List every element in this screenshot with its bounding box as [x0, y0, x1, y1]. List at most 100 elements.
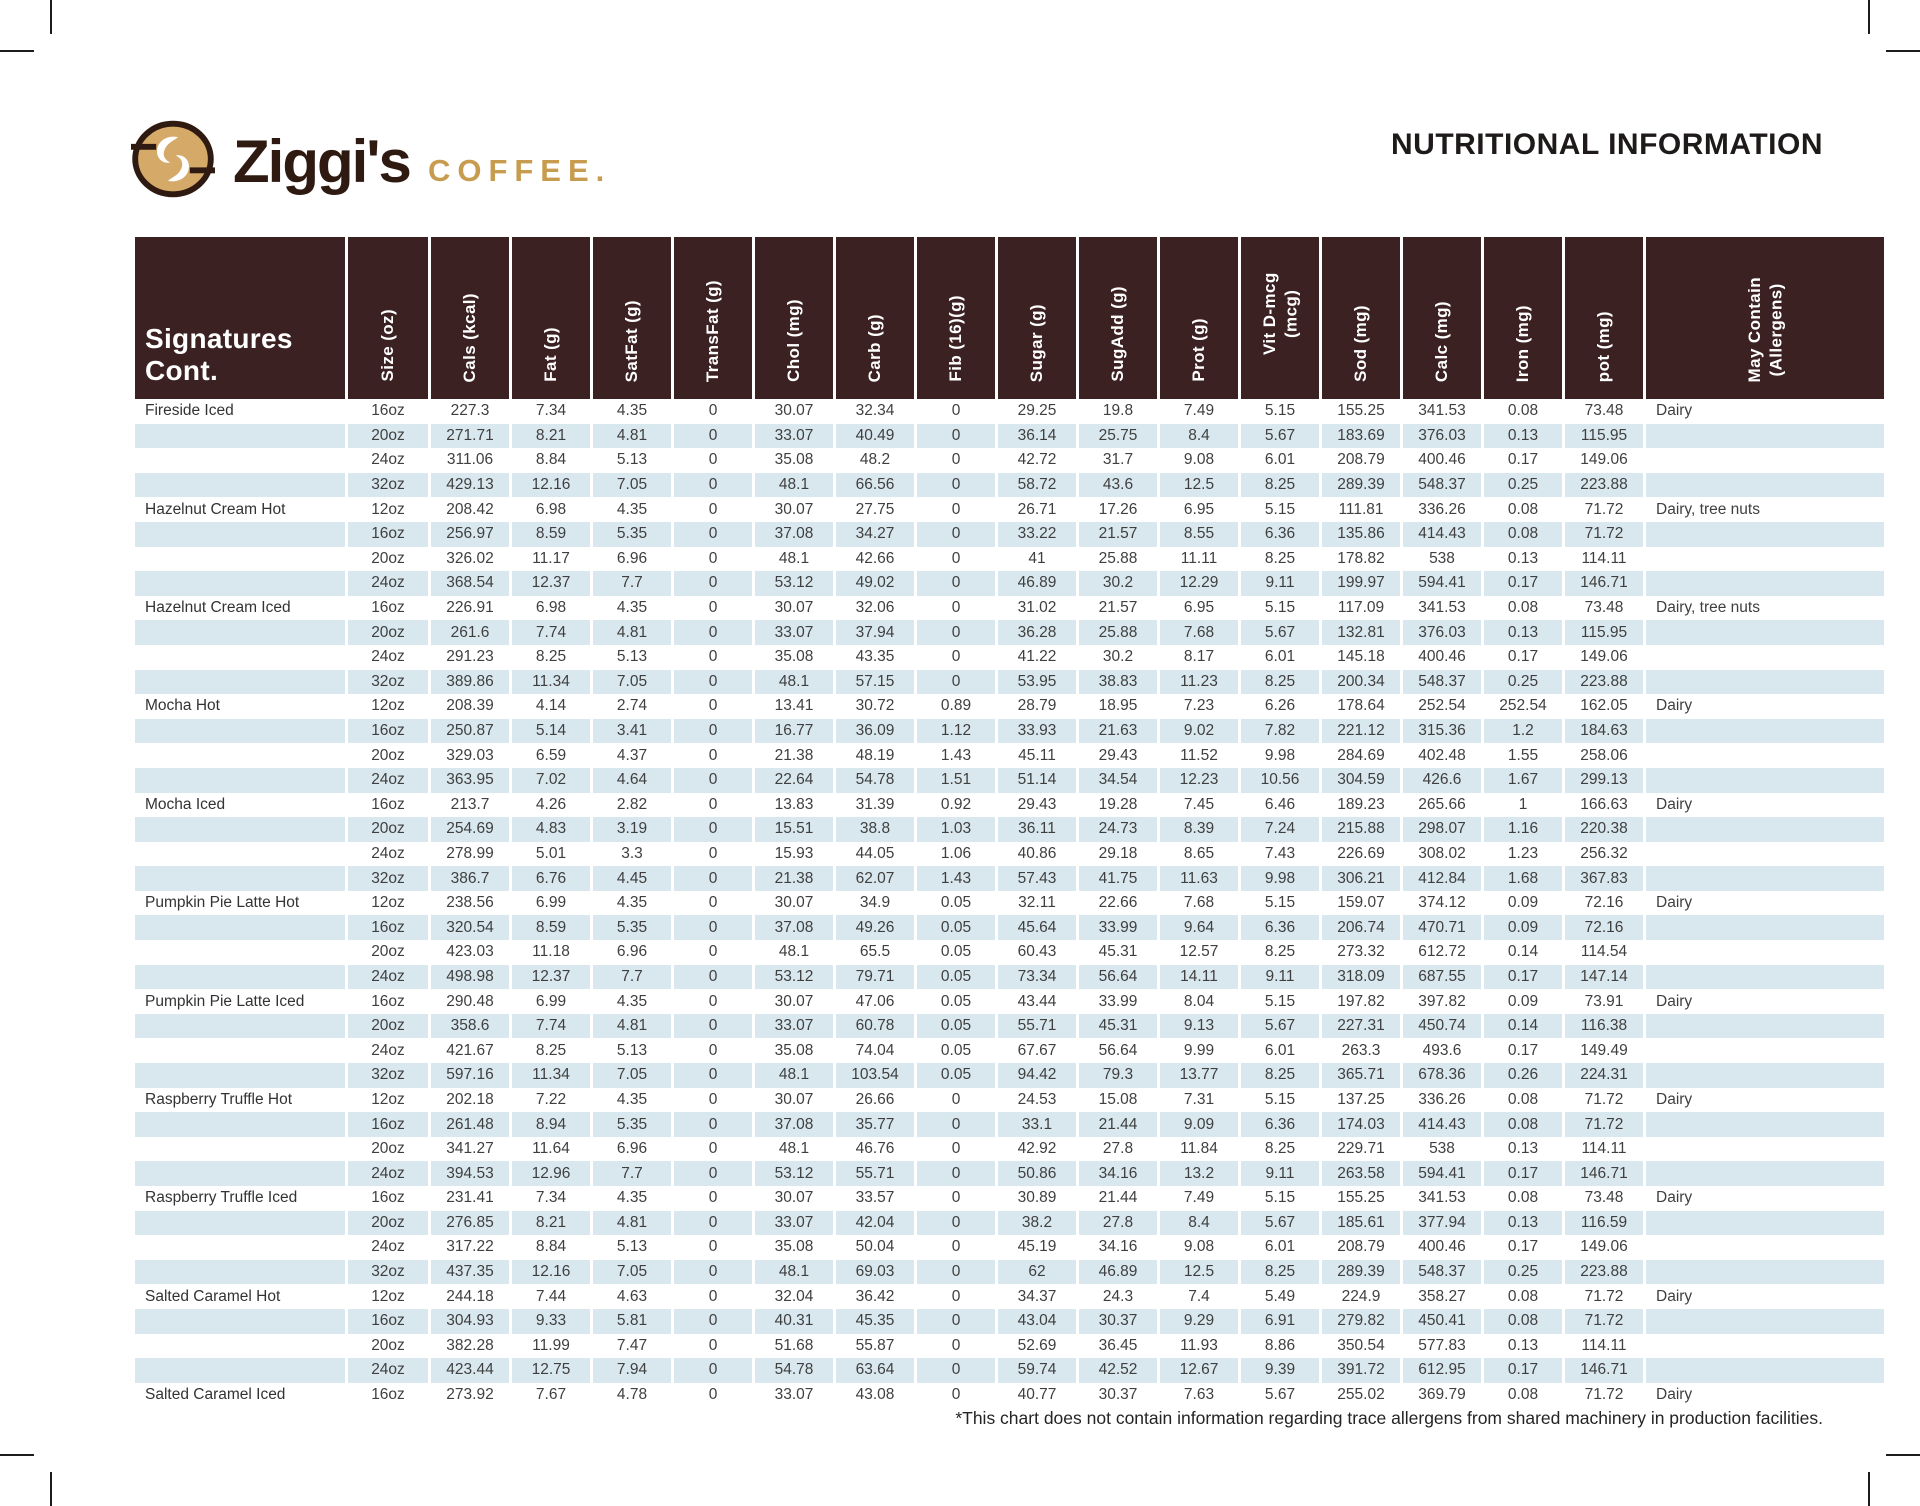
value-cell: 4.35: [590, 989, 673, 1014]
value-cell: 25.88: [1076, 546, 1159, 572]
value-cell: 318.09: [1319, 964, 1402, 990]
value-cell: 0: [671, 1013, 754, 1039]
value-cell: 146.71: [1562, 1358, 1645, 1383]
value-cell: 6.59: [509, 743, 592, 768]
value-cell: 8.25: [509, 644, 592, 670]
value-cell: 146.71: [1562, 571, 1645, 596]
allergen-cell: [1643, 472, 1884, 498]
value-cell: 0.05: [914, 989, 997, 1014]
value-cell: 6.98: [509, 497, 592, 522]
value-cell: 377.94: [1400, 1210, 1483, 1236]
value-cell: 162.05: [1562, 694, 1645, 719]
value-cell: 25.88: [1076, 620, 1159, 645]
value-cell: 1.23: [1481, 841, 1564, 867]
value-cell: 42.92: [995, 1136, 1078, 1162]
value-cell: 6.96: [590, 1136, 673, 1162]
footnote: *This chart does not contain information…: [955, 1408, 1823, 1428]
value-cell: 40.77: [995, 1382, 1078, 1408]
value-cell: 12.23: [1157, 767, 1240, 793]
value-cell: 0: [914, 1382, 997, 1408]
value-cell: 24oz: [345, 1358, 430, 1383]
value-cell: 304.93: [428, 1308, 511, 1334]
value-cell: 0.92: [914, 792, 997, 818]
value-cell: 254.69: [428, 817, 511, 842]
table-row: Hazelnut Cream Hot 12oz 208.42 6.98 4.35 0 30.…: [135, 497, 1884, 522]
value-cell: 111.81: [1319, 497, 1402, 522]
allergen-cell: [1643, 718, 1884, 744]
value-cell: 597.16: [428, 1063, 511, 1088]
value-cell: 43.08: [833, 1382, 916, 1408]
drink-name-cell: [135, 1309, 347, 1334]
value-cell: 0.13: [1481, 620, 1564, 645]
allergen-cell: [1643, 915, 1884, 941]
value-cell: 687.55: [1400, 964, 1483, 990]
value-cell: 42.72: [995, 448, 1078, 473]
value-cell: 35.08: [752, 1038, 835, 1064]
value-cell: 49.02: [833, 571, 916, 596]
page-title: NUTRITIONAL INFORMATION: [1390, 128, 1823, 161]
value-cell: 1.06: [914, 841, 997, 867]
value-cell: 6.01: [1238, 1038, 1321, 1064]
drink-name-cell: Raspberry Truffle Hot: [145, 1090, 293, 1108]
value-cell: 0.05: [914, 1013, 997, 1039]
value-cell: 350.54: [1319, 1333, 1402, 1359]
value-cell: 41: [995, 546, 1078, 572]
value-cell: 4.81: [590, 423, 673, 449]
drink-name-cell: [135, 1161, 347, 1186]
value-cell: 5.13: [590, 1235, 673, 1260]
value-cell: 258.06: [1562, 743, 1645, 768]
value-cell: 391.72: [1319, 1358, 1402, 1383]
value-cell: 358.27: [1400, 1284, 1483, 1309]
value-cell: 336.26: [1400, 497, 1483, 522]
value-cell: 0: [671, 669, 754, 695]
table-row: Hazelnut Cream Iced 16oz 226.91 6.98 4.35 0 30…: [135, 595, 1884, 621]
value-cell: 6.91: [1238, 1308, 1321, 1334]
value-cell: 35.08: [752, 448, 835, 473]
value-cell: 41.75: [1076, 866, 1159, 891]
drink-name-cell: [135, 522, 347, 547]
value-cell: 223.88: [1562, 472, 1645, 498]
table-row: 24oz 421.67 8.25 5.13 0 35.08 74.04 0.05 67.67 56…: [135, 1038, 1884, 1064]
value-cell: 5.67: [1238, 1382, 1321, 1408]
brand-name: Ziggi's: [233, 127, 412, 195]
value-cell: 24oz: [345, 767, 430, 793]
allergen-cell: [1643, 1112, 1884, 1137]
value-cell: 6.99: [509, 989, 592, 1014]
table-row: 20oz 341.27 11.64 6.96 0 48.1 46.76 0 42.92 27.8 1…: [135, 1136, 1884, 1162]
value-cell: 45.31: [1076, 1013, 1159, 1039]
value-cell: 227.31: [1319, 1013, 1402, 1039]
value-cell: 363.95: [428, 767, 511, 793]
value-cell: 226.91: [428, 595, 511, 621]
value-cell: 12oz: [345, 1284, 430, 1309]
value-cell: 34.16: [1076, 1161, 1159, 1186]
value-cell: 368.54: [428, 571, 511, 596]
value-cell: 5.15: [1238, 989, 1321, 1014]
value-cell: 402.48: [1400, 743, 1483, 768]
value-cell: 33.57: [833, 1186, 916, 1211]
value-cell: 45.19: [995, 1235, 1078, 1260]
table-row: Pumpkin Pie Latte Hot 12oz 238.56 6.99 4.35 0…: [135, 890, 1884, 916]
drink-name-cell: [135, 866, 347, 891]
value-cell: 0.17: [1481, 1358, 1564, 1383]
value-cell: 0: [671, 866, 754, 891]
value-cell: 0: [914, 1235, 997, 1260]
value-cell: 7.34: [509, 399, 592, 424]
allergen-cell: [1643, 866, 1884, 891]
value-cell: 11.63: [1157, 866, 1240, 891]
value-cell: 9.08: [1157, 1235, 1240, 1260]
value-cell: 24oz: [345, 644, 430, 670]
value-cell: 289.39: [1319, 472, 1402, 498]
value-cell: 612.95: [1400, 1358, 1483, 1383]
value-cell: 2.82: [590, 792, 673, 818]
ziggis-logo-icon: [131, 120, 215, 203]
table-row: 20oz 326.02 11.17 6.96 0 48.1 42.66 0 41 25.88 11.…: [135, 546, 1884, 572]
allergen-cell: [1643, 521, 1884, 547]
table-row: 16oz 250.87 5.14 3.41 0 16.77 36.09 1.12 33.93 21…: [135, 718, 1884, 744]
value-cell: 7.63: [1157, 1382, 1240, 1408]
value-cell: 43.04: [995, 1308, 1078, 1334]
allergen-cell: [1643, 1063, 1884, 1088]
value-cell: 4.63: [590, 1284, 673, 1309]
value-cell: 40.31: [752, 1308, 835, 1334]
value-cell: 421.67: [428, 1038, 511, 1064]
value-cell: 178.82: [1319, 546, 1402, 572]
